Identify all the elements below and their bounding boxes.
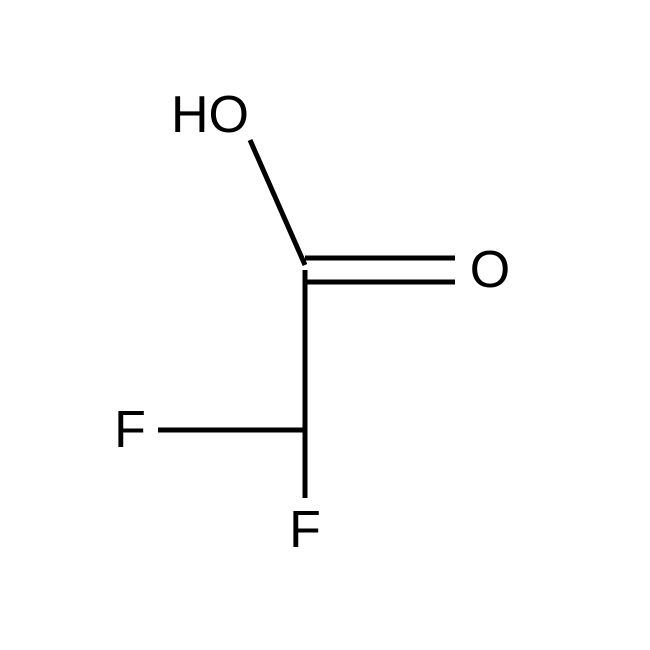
atom-label-oh: HO [171,86,249,144]
chemical-structure-svg: HO O F F [0,0,650,650]
atom-label-f2: F [289,501,321,559]
atoms-group: HO O F F [114,86,510,559]
bonds-group [158,140,455,498]
atom-label-f1: F [114,401,146,459]
bond-line [250,140,305,265]
atom-label-o: O [470,241,510,299]
